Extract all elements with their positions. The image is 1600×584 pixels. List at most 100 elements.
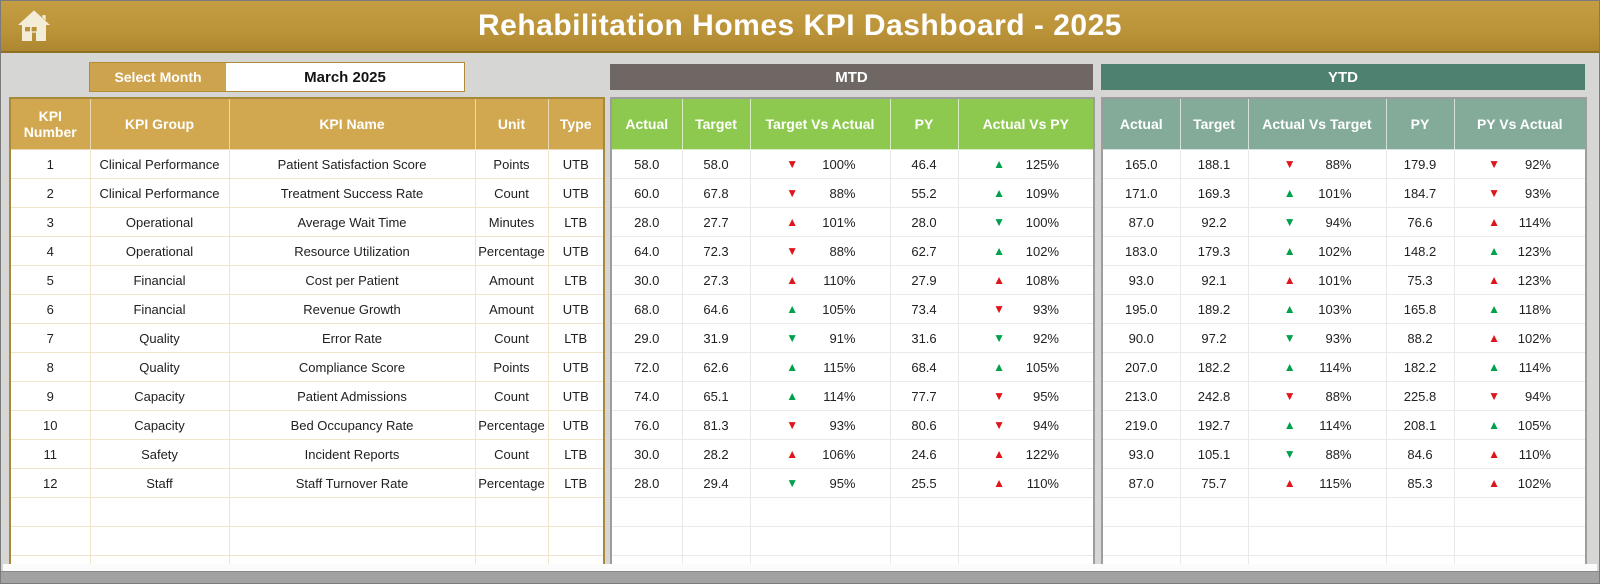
comparison-value-cell[interactable]: ▲ 114% [749, 381, 891, 411]
kpi-cell[interactable]: Cost per Patient [228, 265, 476, 295]
kpi-cell[interactable]: LTB [547, 439, 605, 469]
kpi-cell[interactable]: 7 [9, 323, 91, 353]
py-value-cell[interactable]: 88.2 [1385, 323, 1455, 353]
comparison-value-cell[interactable]: ▲ 102% [1453, 323, 1587, 353]
actual-value-cell[interactable]: 68.0 [610, 294, 683, 324]
actual-value-cell[interactable]: 74.0 [610, 381, 683, 411]
empty-cell[interactable] [1179, 526, 1249, 556]
py-value-cell[interactable]: 184.7 [1385, 178, 1455, 208]
kpi-cell[interactable]: LTB [547, 468, 605, 498]
comparison-value-cell[interactable]: ▲ 108% [957, 265, 1095, 295]
actual-value-cell[interactable]: 195.0 [1101, 294, 1181, 324]
empty-cell[interactable] [474, 497, 549, 527]
kpi-cell[interactable]: 4 [9, 236, 91, 266]
kpi-cell[interactable]: Patient Admissions [228, 381, 476, 411]
kpi-cell[interactable]: Clinical Performance [89, 178, 230, 208]
py-value-cell[interactable]: 85.3 [1385, 468, 1455, 498]
kpi-cell[interactable]: Financial [89, 265, 230, 295]
kpi-cell[interactable]: 9 [9, 381, 91, 411]
comparison-value-cell[interactable]: ▲ 103% [1247, 294, 1387, 324]
actual-value-cell[interactable]: 93.0 [1101, 265, 1181, 295]
empty-cell[interactable] [89, 526, 230, 556]
kpi-cell[interactable]: Count [474, 323, 549, 353]
kpi-cell[interactable]: LTB [547, 323, 605, 353]
actual-value-cell[interactable]: 58.0 [610, 149, 683, 179]
comparison-value-cell[interactable]: ▲ 105% [749, 294, 891, 324]
empty-cell[interactable] [1453, 526, 1587, 556]
comparison-value-cell[interactable]: ▼ 93% [749, 410, 891, 440]
kpi-cell[interactable]: 2 [9, 178, 91, 208]
actual-value-cell[interactable]: 87.0 [1101, 468, 1181, 498]
comparison-value-cell[interactable]: ▲ 110% [749, 265, 891, 295]
py-value-cell[interactable]: 68.4 [889, 352, 959, 382]
actual-value-cell[interactable]: 165.0 [1101, 149, 1181, 179]
empty-cell[interactable] [1385, 497, 1455, 527]
comparison-value-cell[interactable]: ▼ 91% [749, 323, 891, 353]
kpi-cell[interactable]: 6 [9, 294, 91, 324]
kpi-cell[interactable]: Percentage [474, 410, 549, 440]
py-value-cell[interactable]: 27.9 [889, 265, 959, 295]
comparison-value-cell[interactable]: ▼ 94% [1247, 207, 1387, 237]
comparison-value-cell[interactable]: ▲ 102% [1453, 468, 1587, 498]
kpi-cell[interactable]: UTB [547, 149, 605, 179]
empty-cell[interactable] [957, 497, 1095, 527]
kpi-cell[interactable]: Points [474, 352, 549, 382]
actual-value-cell[interactable]: 72.0 [610, 352, 683, 382]
target-value-cell[interactable]: 105.1 [1179, 439, 1249, 469]
empty-cell[interactable] [1101, 526, 1181, 556]
py-value-cell[interactable]: 80.6 [889, 410, 959, 440]
comparison-value-cell[interactable]: ▼ 95% [749, 468, 891, 498]
comparison-value-cell[interactable]: ▲ 105% [1453, 410, 1587, 440]
py-value-cell[interactable]: 182.2 [1385, 352, 1455, 382]
empty-cell[interactable] [749, 526, 891, 556]
empty-cell[interactable] [610, 526, 683, 556]
empty-cell[interactable] [9, 497, 91, 527]
comparison-value-cell[interactable]: ▼ 100% [749, 149, 891, 179]
kpi-cell[interactable]: Compliance Score [228, 352, 476, 382]
comparison-value-cell[interactable]: ▼ 93% [957, 294, 1095, 324]
comparison-value-cell[interactable]: ▲ 110% [957, 468, 1095, 498]
py-value-cell[interactable]: 76.6 [1385, 207, 1455, 237]
empty-cell[interactable] [89, 497, 230, 527]
comparison-value-cell[interactable]: ▲ 114% [1247, 352, 1387, 382]
comparison-value-cell[interactable]: ▼ 88% [749, 178, 891, 208]
kpi-cell[interactable]: UTB [547, 236, 605, 266]
empty-cell[interactable] [1101, 497, 1181, 527]
target-value-cell[interactable]: 242.8 [1179, 381, 1249, 411]
target-value-cell[interactable]: 28.2 [681, 439, 751, 469]
py-value-cell[interactable]: 208.1 [1385, 410, 1455, 440]
py-value-cell[interactable]: 25.5 [889, 468, 959, 498]
comparison-value-cell[interactable]: ▼ 100% [957, 207, 1095, 237]
kpi-cell[interactable]: LTB [547, 265, 605, 295]
empty-cell[interactable] [228, 497, 476, 527]
kpi-cell[interactable]: Safety [89, 439, 230, 469]
py-value-cell[interactable]: 179.9 [1385, 149, 1455, 179]
empty-cell[interactable] [681, 497, 751, 527]
comparison-value-cell[interactable]: ▼ 92% [957, 323, 1095, 353]
comparison-value-cell[interactable]: ▲ 110% [1453, 439, 1587, 469]
target-value-cell[interactable]: 72.3 [681, 236, 751, 266]
kpi-cell[interactable]: Percentage [474, 468, 549, 498]
py-value-cell[interactable]: 77.7 [889, 381, 959, 411]
comparison-value-cell[interactable]: ▲ 102% [957, 236, 1095, 266]
py-value-cell[interactable]: 62.7 [889, 236, 959, 266]
kpi-cell[interactable]: UTB [547, 381, 605, 411]
comparison-value-cell[interactable]: ▲ 114% [1453, 352, 1587, 382]
target-value-cell[interactable]: 189.2 [1179, 294, 1249, 324]
kpi-cell[interactable]: Bed Occupancy Rate [228, 410, 476, 440]
py-value-cell[interactable]: 165.8 [1385, 294, 1455, 324]
actual-value-cell[interactable]: 60.0 [610, 178, 683, 208]
kpi-cell[interactable]: Amount [474, 265, 549, 295]
target-value-cell[interactable]: 64.6 [681, 294, 751, 324]
kpi-cell[interactable]: Financial [89, 294, 230, 324]
target-value-cell[interactable]: 92.1 [1179, 265, 1249, 295]
target-value-cell[interactable]: 65.1 [681, 381, 751, 411]
empty-cell[interactable] [547, 497, 605, 527]
comparison-value-cell[interactable]: ▲ 114% [1453, 207, 1587, 237]
empty-cell[interactable] [610, 497, 683, 527]
empty-cell[interactable] [1385, 526, 1455, 556]
empty-cell[interactable] [474, 526, 549, 556]
comparison-value-cell[interactable]: ▼ 92% [1453, 149, 1587, 179]
target-value-cell[interactable]: 29.4 [681, 468, 751, 498]
py-value-cell[interactable]: 84.6 [1385, 439, 1455, 469]
